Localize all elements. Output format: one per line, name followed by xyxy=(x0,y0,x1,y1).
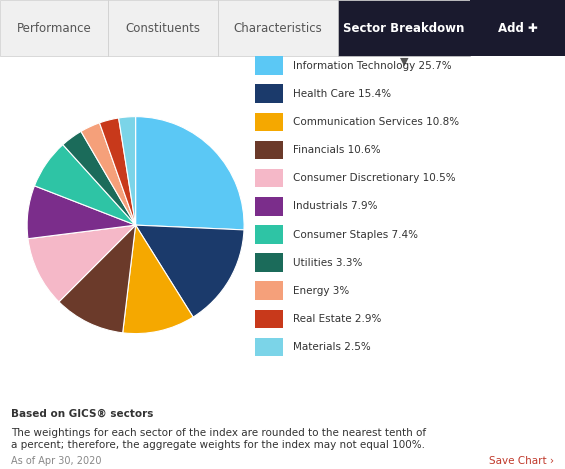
FancyBboxPatch shape xyxy=(255,281,284,300)
Text: As of Apr 30, 2020: As of Apr 30, 2020 xyxy=(11,456,102,466)
FancyBboxPatch shape xyxy=(338,0,470,56)
Wedge shape xyxy=(123,225,193,333)
FancyBboxPatch shape xyxy=(255,169,284,188)
Text: Constituents: Constituents xyxy=(125,22,201,35)
Text: Materials 2.5%: Materials 2.5% xyxy=(293,342,371,352)
FancyBboxPatch shape xyxy=(255,197,284,216)
Text: Real Estate 2.9%: Real Estate 2.9% xyxy=(293,314,381,324)
FancyBboxPatch shape xyxy=(255,310,284,328)
Text: Add ✚: Add ✚ xyxy=(498,22,537,35)
Text: Utilities 3.3%: Utilities 3.3% xyxy=(293,257,362,268)
Wedge shape xyxy=(81,123,136,225)
Wedge shape xyxy=(59,225,136,333)
Text: Information Technology 25.7%: Information Technology 25.7% xyxy=(293,61,451,71)
FancyBboxPatch shape xyxy=(255,338,284,356)
Wedge shape xyxy=(136,117,244,230)
Text: The weightings for each sector of the index are rounded to the nearest tenth of
: The weightings for each sector of the in… xyxy=(11,428,427,450)
Text: ▼: ▼ xyxy=(400,56,408,66)
Text: Energy 3%: Energy 3% xyxy=(293,286,349,296)
FancyBboxPatch shape xyxy=(255,56,284,75)
Text: Sector Breakdown: Sector Breakdown xyxy=(344,22,464,35)
Text: Save Chart ›: Save Chart › xyxy=(489,456,554,466)
FancyBboxPatch shape xyxy=(255,225,284,244)
Wedge shape xyxy=(119,117,136,225)
Text: Financials 10.6%: Financials 10.6% xyxy=(293,145,380,155)
Text: Characteristics: Characteristics xyxy=(233,22,323,35)
Wedge shape xyxy=(28,225,136,302)
Text: Industrials 7.9%: Industrials 7.9% xyxy=(293,201,377,212)
Text: Communication Services 10.8%: Communication Services 10.8% xyxy=(293,117,459,127)
Wedge shape xyxy=(136,225,244,317)
Wedge shape xyxy=(63,131,136,225)
Text: Performance: Performance xyxy=(16,22,92,35)
FancyBboxPatch shape xyxy=(255,113,284,131)
FancyBboxPatch shape xyxy=(0,0,108,56)
Text: Based on GICS® sectors: Based on GICS® sectors xyxy=(11,408,154,419)
Wedge shape xyxy=(27,186,136,239)
Text: Consumer Discretionary 10.5%: Consumer Discretionary 10.5% xyxy=(293,173,455,183)
Wedge shape xyxy=(34,144,136,225)
FancyBboxPatch shape xyxy=(255,84,284,103)
FancyBboxPatch shape xyxy=(218,0,338,56)
Text: Consumer Staples 7.4%: Consumer Staples 7.4% xyxy=(293,229,418,240)
FancyBboxPatch shape xyxy=(255,141,284,159)
FancyBboxPatch shape xyxy=(255,253,284,272)
Text: Health Care 15.4%: Health Care 15.4% xyxy=(293,89,391,99)
Wedge shape xyxy=(99,118,136,225)
FancyBboxPatch shape xyxy=(470,0,565,56)
FancyBboxPatch shape xyxy=(108,0,218,56)
